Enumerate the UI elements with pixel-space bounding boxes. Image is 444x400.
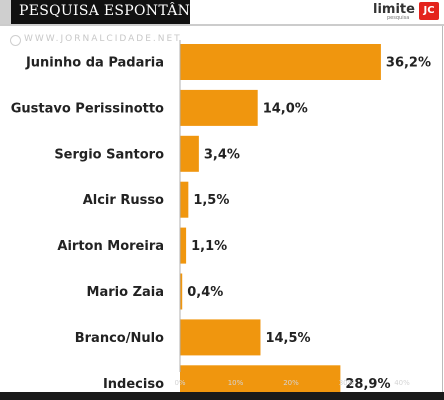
- value-label: 14,5%: [265, 331, 310, 346]
- header-rule: [0, 24, 444, 26]
- category-label: Branco/Nulo: [75, 331, 164, 346]
- bar: [180, 181, 189, 218]
- category-label: Alcir Russo: [83, 193, 164, 208]
- category-label: Sergio Santoro: [54, 147, 164, 162]
- x-tick-label: 10%: [228, 379, 244, 387]
- header-bar: PESQUISA ESPONTÂNEA limite pesquisa JC: [0, 0, 444, 24]
- title-accent: [0, 0, 11, 24]
- title-block: PESQUISA ESPONTÂNEA: [0, 0, 211, 24]
- bars-layer: Juninho da Padaria 36,2% Gustavo Perissino…: [11, 44, 431, 400]
- value-label: 14,0%: [263, 101, 308, 116]
- bar: [180, 89, 258, 126]
- chart-title: PESQUISA ESPONTÂNEA: [19, 3, 212, 19]
- value-label: 36,2%: [386, 56, 431, 71]
- category-label: Juninho da Padaria: [25, 56, 164, 71]
- footer-bar: [0, 392, 444, 400]
- bar: [180, 135, 199, 172]
- category-label: Gustavo Perissinotto: [11, 101, 164, 116]
- value-label: 3,4%: [204, 147, 240, 162]
- bar: [180, 273, 183, 310]
- value-label: 1,5%: [193, 193, 229, 208]
- x-tick-label: 30%: [339, 379, 355, 387]
- category-label: Airton Moreira: [57, 239, 164, 254]
- value-label: 1,1%: [191, 239, 227, 254]
- watermark-icon: [10, 35, 21, 46]
- brand-logo: limite pesquisa JC: [373, 2, 441, 21]
- bar: [180, 44, 381, 80]
- x-tick-label: 40%: [394, 379, 410, 387]
- watermark-text: WWW.JORNALCIDADE.NET: [24, 34, 182, 46]
- value-label: 28,9%: [345, 377, 390, 392]
- category-label: Indeciso: [103, 377, 164, 392]
- bar: [180, 227, 187, 264]
- x-tick-label: 0%: [174, 379, 185, 387]
- logo-subtitle: pesquisa: [387, 15, 410, 21]
- watermark-label: WWW.JORNALCIDADE.NET: [24, 34, 182, 44]
- logo-limite-text: limite: [373, 2, 415, 17]
- axis-layer: 0% 10% 20% 30% 40%: [174, 40, 410, 387]
- category-label: Mario Zaia: [87, 285, 164, 300]
- logo-jc-badge: JC: [419, 2, 439, 20]
- value-label: 0,4%: [187, 285, 223, 300]
- bar: [180, 319, 261, 356]
- x-tick-label: 20%: [283, 379, 299, 387]
